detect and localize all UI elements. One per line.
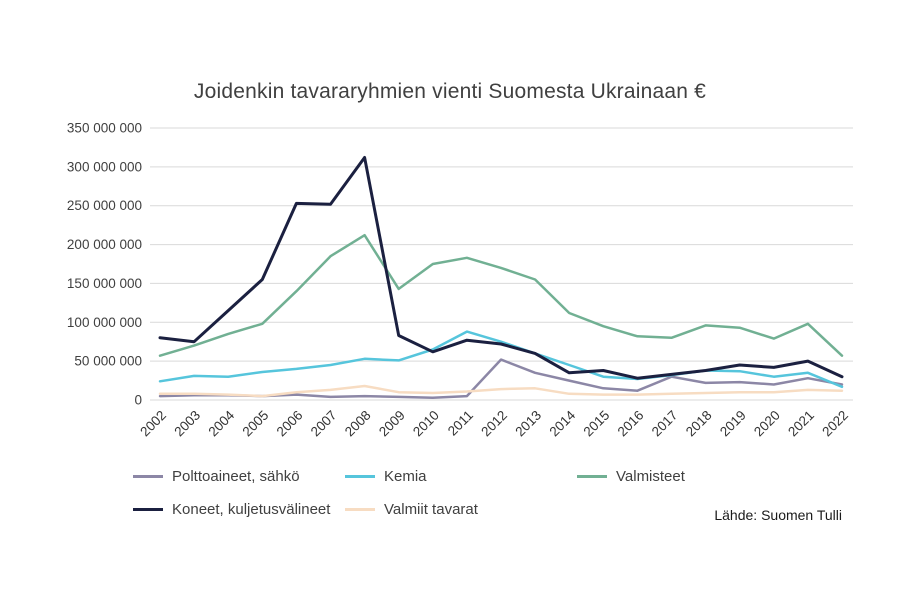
series-line-koneet-kuljetusv-lineet xyxy=(158,156,844,380)
legend-item-valmisteet: Valmisteet xyxy=(577,468,685,485)
y-tick-label: 150 000 000 xyxy=(67,276,142,291)
x-tick-label: 2011 xyxy=(445,408,476,439)
legend-label: Kemia xyxy=(384,468,427,485)
y-tick-label: 0 xyxy=(134,393,142,408)
series-line-valmisteet xyxy=(158,233,844,357)
x-tick-label: 2014 xyxy=(546,407,578,439)
legend-item-koneet: Koneet, kuljetusvälineet xyxy=(133,501,345,518)
chart-svg: 0 50 000 000 100 000 000 150 000 000 200 000… xyxy=(67,121,853,440)
legend-item-valmiit-tavarat: Valmiit tavarat xyxy=(345,501,577,518)
legend-swatch xyxy=(133,508,163,511)
series-line-valmiit-tavarat xyxy=(158,384,844,398)
x-tick-label: 2007 xyxy=(308,408,340,440)
x-tick-label: 2019 xyxy=(717,408,749,440)
x-tick-label: 2012 xyxy=(478,408,510,440)
x-tick-label: 2004 xyxy=(205,407,237,439)
legend-item-polttoaineet: Polttoaineet, sähkö xyxy=(133,468,345,485)
series-line-kemia xyxy=(158,330,844,389)
y-tick-label: 300 000 000 xyxy=(67,159,142,174)
legend-swatch xyxy=(133,475,163,478)
chart-legend: Polttoaineet, sähkö Kemia Valmisteet Kon… xyxy=(133,468,685,518)
y-tick-label: 50 000 000 xyxy=(74,354,142,369)
y-tick-label: 350 000 000 xyxy=(67,121,142,136)
x-tick-label: 2002 xyxy=(137,408,169,440)
legend-label: Valmiit tavarat xyxy=(384,501,478,518)
x-tick-label: 2016 xyxy=(615,408,647,440)
source-note: Lähde: Suomen Tulli xyxy=(714,507,842,523)
y-tick-label: 200 000 000 xyxy=(67,237,142,252)
chart-title: Joidenkin tavararyhmien vienti Suomesta … xyxy=(193,80,707,103)
x-tick-label: 2009 xyxy=(376,408,408,440)
y-tick-label: 100 000 000 xyxy=(67,315,142,330)
x-tick-label: 2006 xyxy=(274,408,306,440)
y-tick-label: 250 000 000 xyxy=(67,198,142,213)
x-tick-label: 2003 xyxy=(171,408,203,440)
legend-label: Polttoaineet, sähkö xyxy=(172,468,300,485)
x-tick-label: 2022 xyxy=(819,408,851,440)
x-tick-label: 2021 xyxy=(785,408,817,440)
x-tick-label: 2015 xyxy=(581,408,613,440)
x-tick-label: 2013 xyxy=(512,408,544,440)
x-tick-label: 2017 xyxy=(649,408,681,440)
x-tick-label: 2005 xyxy=(240,408,272,440)
legend-item-kemia: Kemia xyxy=(345,468,577,485)
legend-label: Valmisteet xyxy=(616,468,685,485)
legend-label: Koneet, kuljetusvälineet xyxy=(172,501,331,518)
x-tick-label: 2020 xyxy=(751,408,783,440)
legend-swatch xyxy=(577,475,607,478)
x-tick-label: 2010 xyxy=(410,408,442,440)
legend-swatch xyxy=(345,475,375,478)
legend-swatch xyxy=(345,508,375,511)
x-tick-label: 2008 xyxy=(342,408,374,440)
x-tick-label: 2018 xyxy=(683,408,715,440)
